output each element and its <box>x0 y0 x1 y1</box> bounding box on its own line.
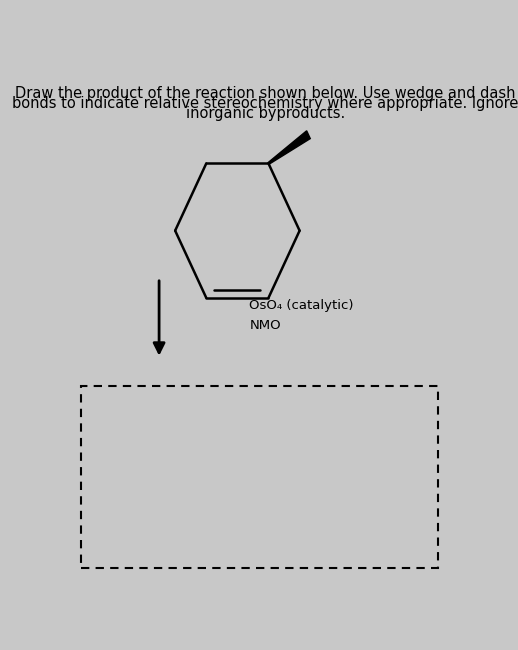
Polygon shape <box>268 131 310 164</box>
Bar <box>81 386 438 569</box>
Text: OsO₄ (catalytic): OsO₄ (catalytic) <box>250 299 354 312</box>
Text: Draw the product of the reaction shown below. Use wedge and dash: Draw the product of the reaction shown b… <box>15 86 516 101</box>
Text: bonds to indicate relative stereochemistry where appropriate. Ignore: bonds to indicate relative stereochemist… <box>12 96 518 111</box>
Text: NMO: NMO <box>250 319 281 332</box>
Text: inorganic byproducts.: inorganic byproducts. <box>186 105 345 120</box>
